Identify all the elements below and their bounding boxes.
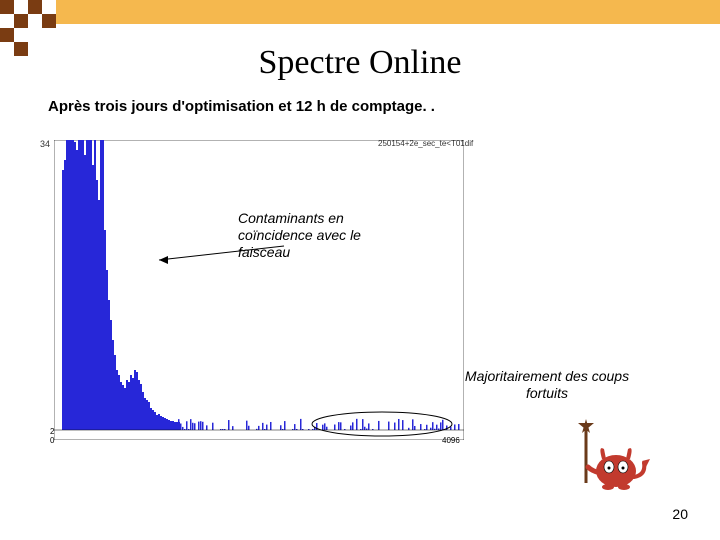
page-number: 20 [672, 506, 688, 522]
spectrum-plot [54, 140, 464, 440]
annot-line: Majoritairement des coups [465, 368, 629, 384]
spectrum-svg [54, 140, 464, 440]
y-axis-bottom-tick-2: 0 [50, 436, 54, 445]
y-axis-bottom-tick-1: 2 [50, 427, 54, 436]
contaminants-annotation: Contaminants en coïncidence avec le fais… [238, 210, 361, 260]
slide: Spectre Online Après trois jours d'optim… [0, 0, 720, 540]
annot-line: Contaminants en [238, 210, 344, 226]
annot-line: faisceau [238, 244, 290, 260]
slide-subtitle: Après trois jours d'optimisation et 12 h… [48, 98, 435, 115]
y-axis-top-tick: 34 [40, 139, 50, 149]
annot-line: fortuits [526, 385, 568, 401]
devil-icon [572, 415, 652, 495]
top-accent-bar [0, 0, 720, 24]
annot-line: coïncidence avec le [238, 227, 361, 243]
slide-title: Spectre Online [0, 44, 720, 82]
x-axis-right-tick: 4096 [442, 436, 460, 445]
fortuits-annotation: Majoritairement des coups fortuits [432, 368, 662, 402]
